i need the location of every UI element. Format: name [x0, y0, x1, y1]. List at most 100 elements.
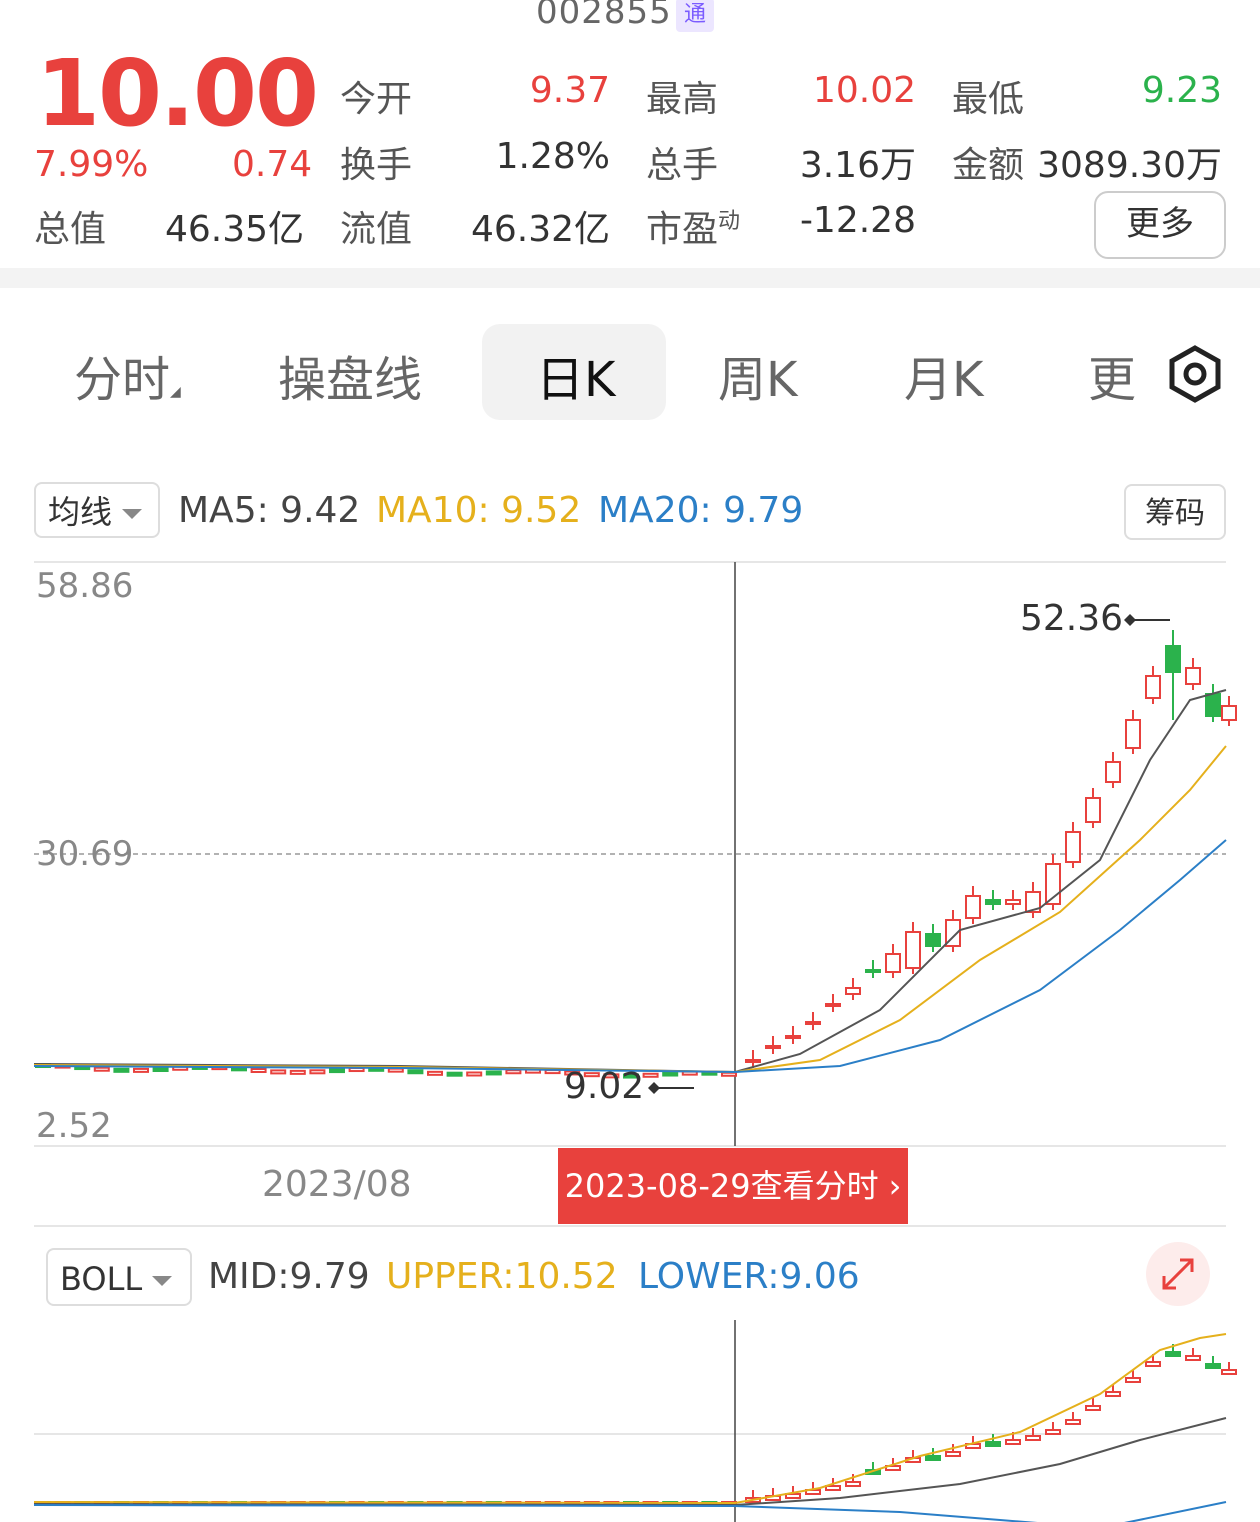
- candle: [1005, 899, 1021, 905]
- boll-candle: [785, 1493, 801, 1499]
- candle: [1125, 719, 1141, 749]
- market-cap-label: 总值: [34, 209, 107, 250]
- boll-candle: [1045, 1429, 1061, 1435]
- chevron-down-icon: [122, 509, 143, 519]
- volume-label: 总手: [646, 145, 719, 186]
- open-value: 9.37: [529, 70, 610, 111]
- boll-candle: [1105, 1391, 1121, 1397]
- kline-chart[interactable]: [0, 540, 1260, 1240]
- candle: [1185, 667, 1201, 685]
- boll-candle: [1221, 1369, 1237, 1375]
- candle: [603, 1073, 620, 1079]
- boll-candle: [885, 1465, 901, 1471]
- tong-badge: 通: [676, 0, 714, 32]
- candle: [965, 895, 981, 919]
- candle: [623, 1073, 639, 1079]
- boll-candle: [985, 1441, 1001, 1447]
- boll-candle: [945, 1451, 961, 1457]
- candle: [387, 1067, 404, 1073]
- boll-candle: [845, 1481, 861, 1487]
- volume-value: 3.16万: [799, 145, 916, 186]
- turnover-label: 换手: [340, 145, 413, 186]
- candle: [1025, 891, 1041, 913]
- expand-icon: [1162, 1258, 1194, 1290]
- candle: [564, 1070, 581, 1076]
- boll-selector[interactable]: BOLL: [46, 1248, 192, 1306]
- candle: [885, 953, 901, 973]
- candle: [427, 1070, 443, 1076]
- expand-button[interactable]: [1146, 1242, 1210, 1306]
- ma10-value: MA10: 9.52: [376, 490, 582, 531]
- amount-value: 3089.30万: [1037, 145, 1222, 186]
- boll-candle: [1165, 1351, 1181, 1357]
- chevron-down-icon: [152, 1276, 173, 1286]
- y-label-top: 58.86: [36, 566, 134, 606]
- settings-icon[interactable]: [1166, 344, 1224, 404]
- x-label-month: 2023/08: [262, 1164, 412, 1205]
- tab-monthly-k[interactable]: 月K: [904, 352, 984, 408]
- change-amount: 0.74: [232, 144, 313, 185]
- candle: [270, 1069, 287, 1075]
- candle: [466, 1071, 483, 1077]
- chevron-right-icon: ›: [888, 1167, 902, 1205]
- tab-trading-line[interactable]: 操盘线: [278, 352, 423, 408]
- chips-button[interactable]: 筹码: [1124, 484, 1226, 540]
- candle: [505, 1069, 522, 1075]
- float-cap-label: 流值: [340, 209, 413, 250]
- candle: [152, 1067, 169, 1073]
- candle: [765, 1045, 781, 1049]
- boll-candle: [1025, 1435, 1041, 1441]
- float-cap-value: 46.32亿: [470, 209, 610, 250]
- candle: [1065, 831, 1081, 863]
- candle: [785, 1035, 801, 1039]
- boll-candle: [1065, 1419, 1081, 1425]
- boll-candle: [1125, 1377, 1141, 1383]
- candle: [905, 931, 921, 969]
- turnover-value: 1.28%: [495, 136, 610, 177]
- section-divider: [0, 268, 1260, 288]
- candle: [721, 1071, 737, 1077]
- boll-candle: [1085, 1405, 1101, 1411]
- amount-label: 金额: [952, 145, 1025, 186]
- ma20-value: MA20: 9.79: [598, 490, 804, 531]
- candle: [289, 1069, 306, 1075]
- candle: [825, 1003, 841, 1007]
- candle: [662, 1071, 679, 1077]
- boll-candle: [1185, 1355, 1201, 1361]
- candle: [583, 1072, 600, 1078]
- y-label-mid: 30.69: [36, 834, 134, 874]
- change-percent: 7.99%: [34, 144, 149, 185]
- open-label: 今开: [340, 79, 413, 120]
- tab-more[interactable]: 更: [1088, 352, 1137, 408]
- ma-selector[interactable]: 均线: [34, 482, 160, 538]
- candle: [407, 1069, 424, 1075]
- low-label: 最低: [952, 79, 1025, 120]
- boll-lower: LOWER:9.06: [638, 1256, 860, 1297]
- candle: [865, 969, 881, 973]
- boll-mid: MID:9.79: [208, 1256, 370, 1297]
- min-price-label: 9.02: [564, 1066, 645, 1107]
- candle: [985, 899, 1001, 905]
- candle: [845, 987, 861, 995]
- candle: [1221, 705, 1237, 721]
- candle: [642, 1072, 659, 1078]
- more-button[interactable]: 更多: [1094, 191, 1226, 259]
- view-intraday-banner[interactable]: 2023-08-29查看分时 ›: [558, 1148, 908, 1224]
- candle: [93, 1066, 110, 1072]
- boll-candle: [925, 1455, 941, 1461]
- candle: [485, 1070, 502, 1076]
- candle: [805, 1021, 821, 1025]
- tab-weekly-k[interactable]: 周K: [718, 352, 798, 408]
- pe-value: -12.28: [799, 200, 916, 241]
- stock-code: 002855: [536, 0, 672, 32]
- candle: [1105, 761, 1121, 783]
- high-value: 10.02: [812, 70, 916, 111]
- boll-chart[interactable]: [0, 1320, 1260, 1522]
- y-label-bottom: 2.52: [36, 1106, 112, 1146]
- tab-intraday[interactable]: 分时◢: [74, 352, 181, 408]
- tab-daily-k[interactable]: 日K: [536, 352, 616, 408]
- boll-candle: [1005, 1439, 1021, 1445]
- current-price: 10.00: [36, 40, 319, 147]
- candle: [309, 1069, 326, 1075]
- low-value: 9.23: [1141, 70, 1222, 111]
